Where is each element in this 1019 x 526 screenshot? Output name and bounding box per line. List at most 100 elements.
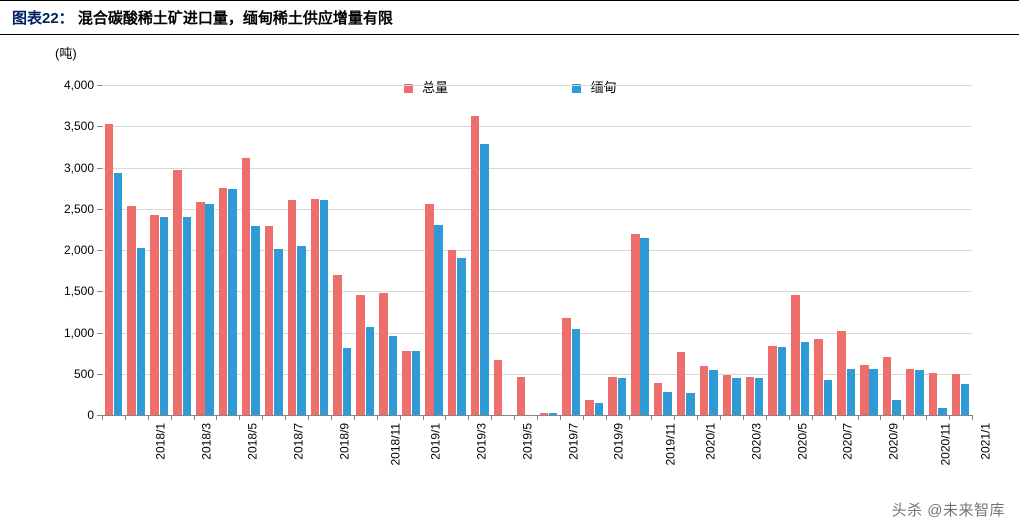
x-tick-mark [766,415,767,420]
plot-area: 05001,0001,5002,0002,5003,0003,5004,0002… [102,85,972,416]
x-tick-mark [651,415,652,420]
y-tick-label: 4,000 [36,78,94,92]
y-tick-label: 2,000 [36,243,94,257]
x-tick-mark [354,415,355,420]
bar [892,400,900,415]
x-tick-mark [331,415,332,420]
y-tick-mark [97,333,102,334]
bar [320,200,328,415]
bar [412,351,420,415]
bar [768,346,776,415]
x-tick-mark [812,415,813,420]
y-tick-label: 1,500 [36,284,94,298]
bar [801,342,809,415]
y-tick-mark [97,85,102,86]
x-tick-label: 2020/11 [938,423,952,466]
bar [732,378,740,415]
chart-title-bar: 图表22： 混合碳酸稀土矿进口量，缅甸稀土供应增量有限 [0,0,1019,35]
bar [837,331,845,415]
bar [105,124,113,415]
x-tick-label: 2019/5 [520,423,534,460]
x-tick-label: 2018/1 [154,423,168,460]
x-tick-label: 2021/1 [978,423,992,460]
x-tick-mark [423,415,424,420]
x-tick-mark [720,415,721,420]
bar [686,393,694,415]
bar [127,206,135,415]
bar [288,200,296,415]
bar [869,369,877,415]
bar [723,375,731,415]
x-tick-label: 2020/9 [887,423,901,460]
y-tick-label: 3,000 [36,161,94,175]
bar [356,295,364,415]
x-tick-mark [537,415,538,420]
grid-line [102,126,972,127]
bar [333,275,341,415]
bar [572,329,580,415]
bar [311,199,319,415]
bar [517,377,525,415]
x-tick-mark [629,415,630,420]
x-tick-mark [949,415,950,420]
bar [663,392,671,415]
y-tick-label: 1,000 [36,326,94,340]
bar [883,357,891,415]
bar [448,250,456,415]
bar [814,339,822,415]
bar [640,238,648,415]
x-tick-mark [880,415,881,420]
x-tick-mark [194,415,195,420]
bar [709,370,717,415]
bar [434,225,442,415]
bar [915,370,923,415]
x-tick-mark [308,415,309,420]
x-tick-label: 2020/5 [795,423,809,460]
bar [906,369,914,415]
bar [677,352,685,415]
y-tick-mark [97,168,102,169]
bar [631,234,639,416]
bar [938,408,946,415]
bar [494,360,502,415]
chart-number: 图表22： [12,10,74,27]
bar [700,366,708,416]
chart-title-text: 混合碳酸稀土矿进口量，缅甸稀土供应增量有限 [78,10,393,27]
y-tick-label: 2,500 [36,202,94,216]
x-tick-mark [926,415,927,420]
bar [595,403,603,415]
bar [114,173,122,415]
bar [150,215,158,415]
y-tick-mark [97,374,102,375]
x-tick-label: 2019/11 [664,423,678,466]
bar [297,246,305,415]
x-tick-mark [789,415,790,420]
grid-line [102,168,972,169]
x-tick-mark [468,415,469,420]
bar [137,248,145,415]
x-tick-mark [102,415,103,420]
x-tick-mark [674,415,675,420]
y-tick-label: 0 [36,408,94,422]
x-tick-label: 2019/3 [475,423,489,460]
bar [251,226,259,415]
bar [183,217,191,415]
bar [860,365,868,415]
x-tick-label: 2018/5 [246,423,260,460]
bar [540,413,548,415]
bar [847,369,855,415]
bar [791,295,799,415]
bar [608,377,616,415]
x-tick-mark [903,415,904,420]
x-tick-mark [262,415,263,420]
x-tick-label: 2020/3 [749,423,763,460]
bar [585,400,593,415]
x-tick-mark [216,415,217,420]
bar [219,188,227,415]
x-tick-label: 2018/3 [200,423,214,460]
bar [471,116,479,415]
y-tick-mark [97,250,102,251]
x-tick-label: 2019/7 [566,423,580,460]
x-tick-mark [743,415,744,420]
bar [961,384,969,415]
